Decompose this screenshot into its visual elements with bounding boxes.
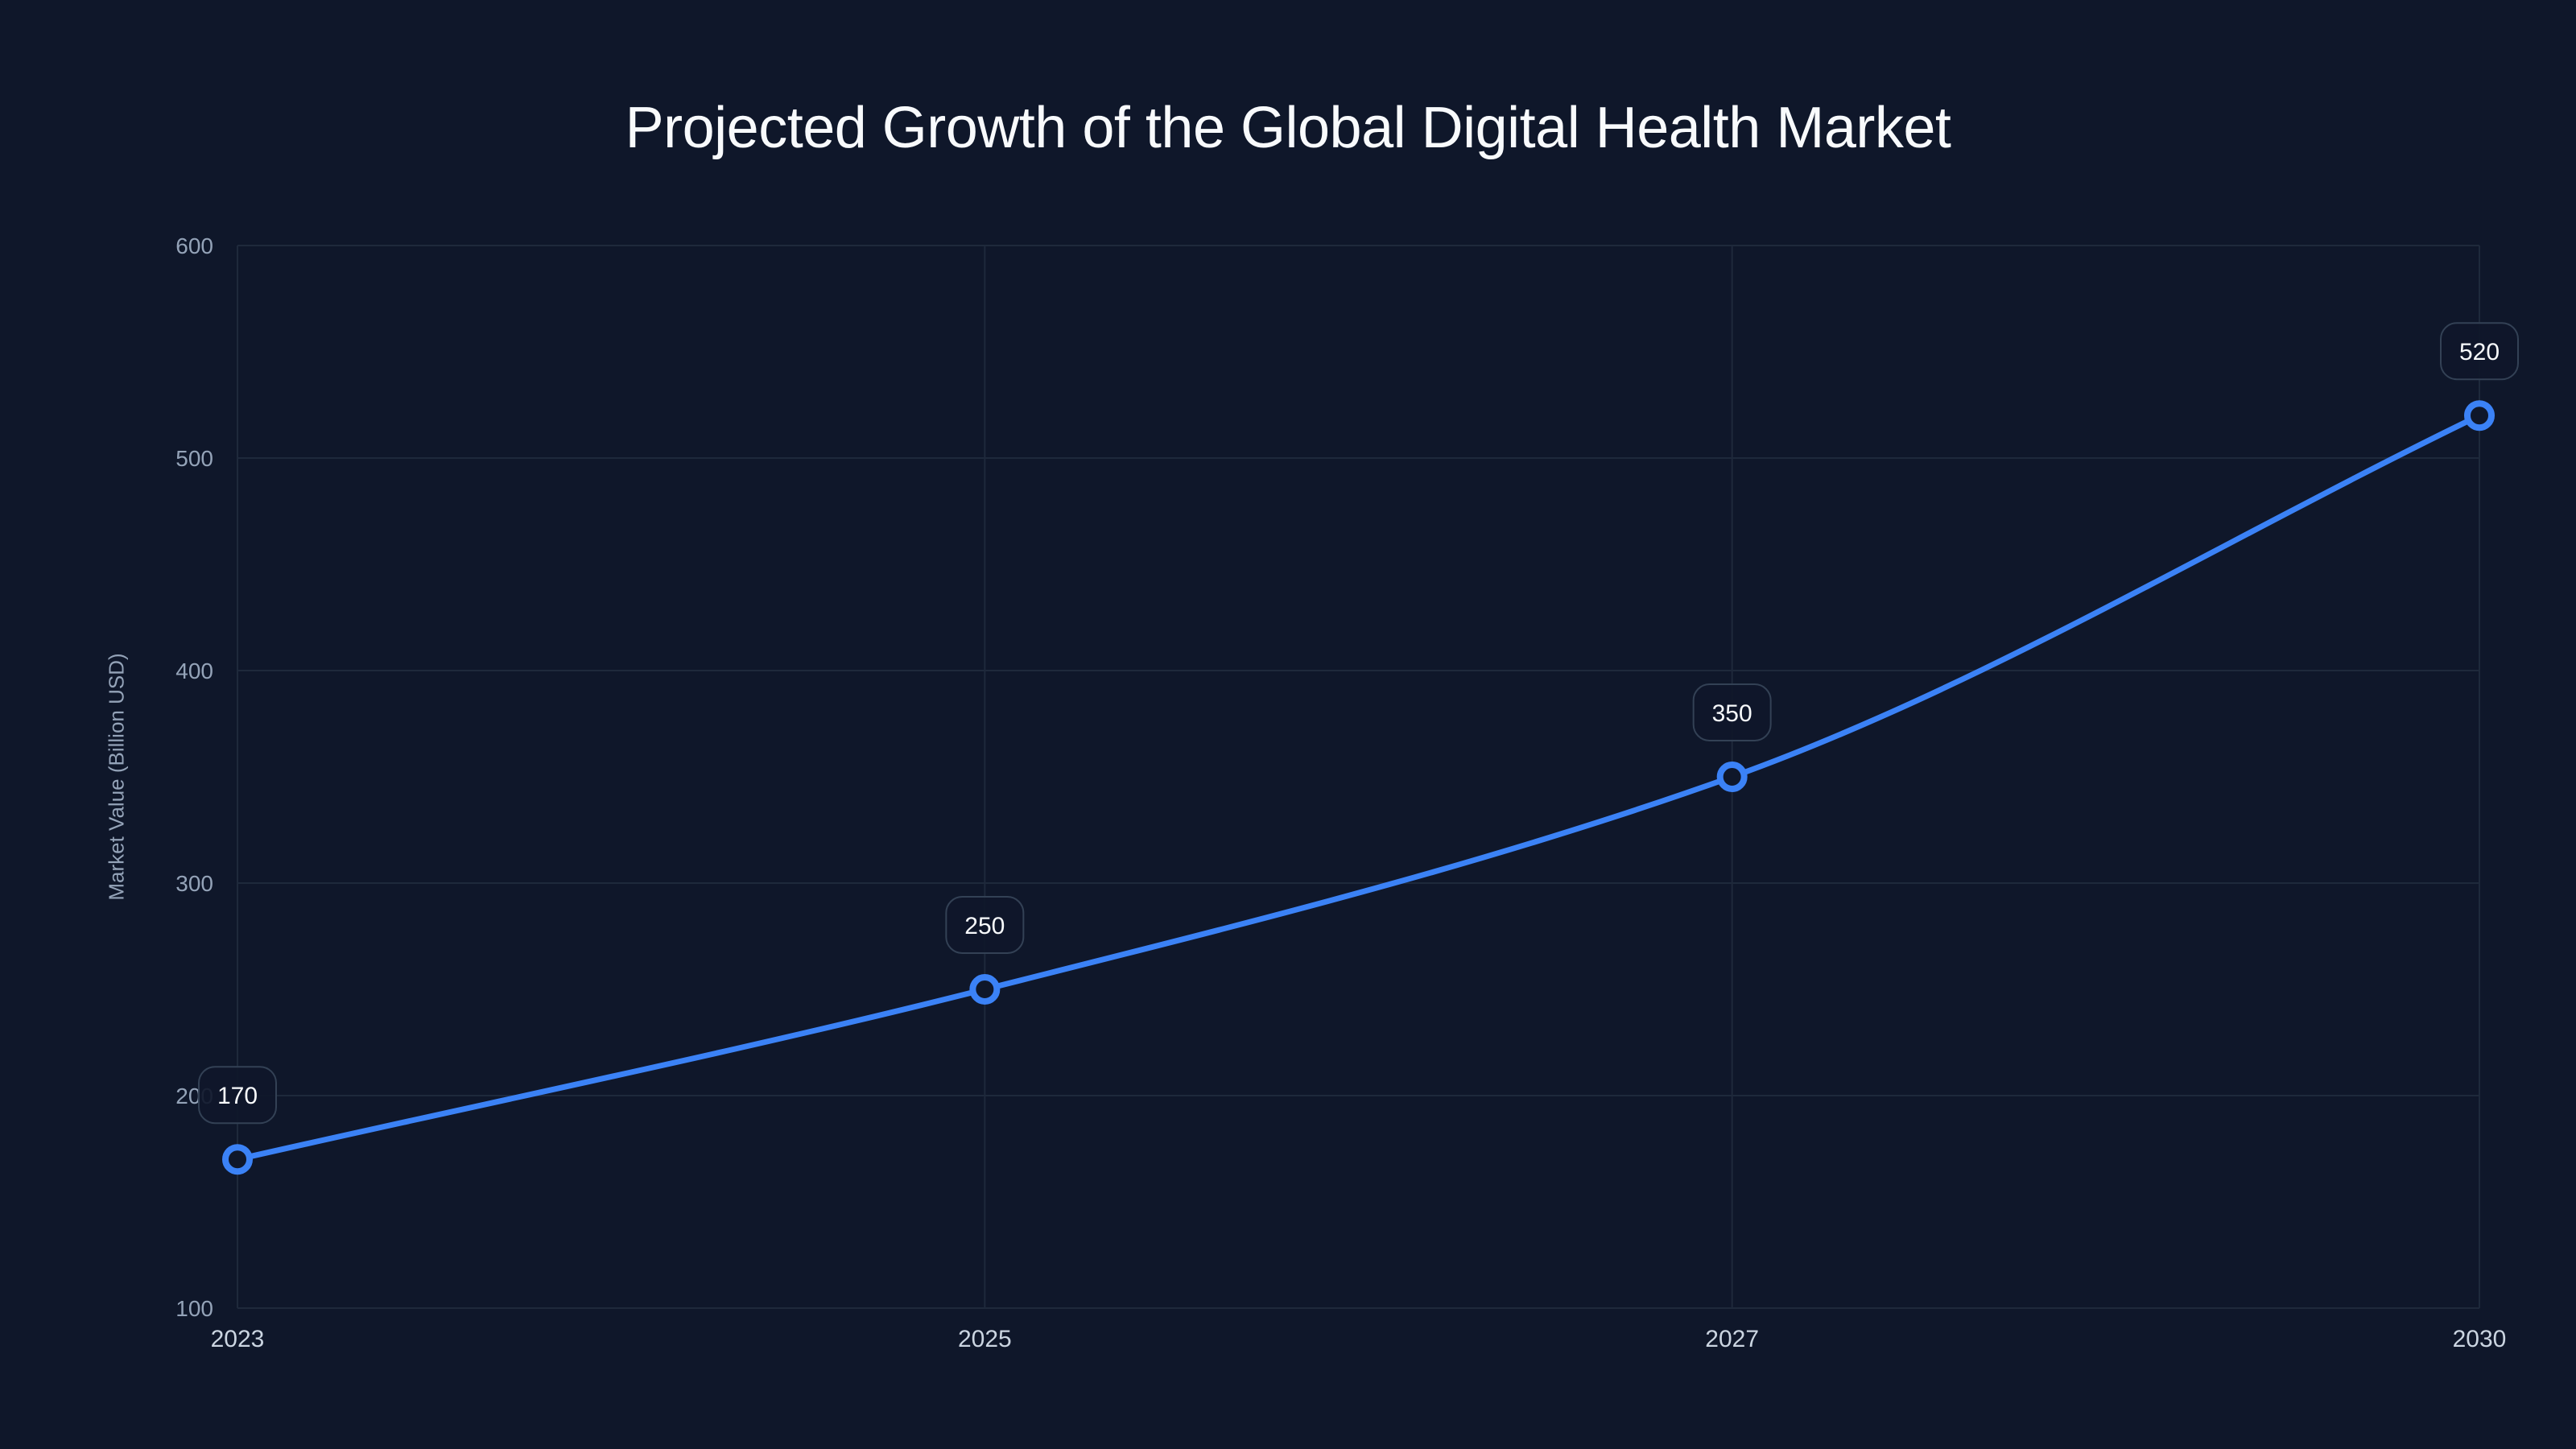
y-tick-label: 600 [175,233,213,258]
series-line [234,412,2483,1162]
data-label-callout: 350 [1692,683,1772,741]
data-label-text: 170 [217,1083,258,1109]
x-tick-label: 2025 [958,1326,1012,1352]
x-tick-label: 2030 [2453,1326,2507,1352]
chart-title: Projected Growth of the Global Digital H… [625,96,1951,160]
data-label-text: 250 [964,913,1005,939]
grid-lines [237,245,2480,1309]
y-tick-label: 500 [175,446,213,471]
y-tick-label: 100 [175,1296,213,1321]
data-point-marker[interactable] [1716,762,1748,792]
data-point-marker[interactable] [2464,400,2495,431]
data-point-marker[interactable] [969,974,1001,1005]
data-point-marker[interactable] [222,1144,253,1175]
x-tick-label: 2023 [211,1326,265,1352]
data-label-callout: 250 [945,896,1025,954]
x-tick-label: 2027 [1705,1326,1759,1352]
y-tick-label: 400 [175,658,213,683]
y-tick-label: 300 [175,871,213,896]
data-label-text: 350 [1712,700,1752,727]
data-points [222,400,2495,1175]
data-label-callout: 170 [198,1066,277,1125]
data-label-callout: 520 [2440,322,2519,381]
x-axis-ticks: 2023 2025 2027 2030 [211,1326,2507,1352]
data-labels: 170 250 350 520 [198,322,2519,1125]
data-label-text: 520 [2459,339,2500,365]
